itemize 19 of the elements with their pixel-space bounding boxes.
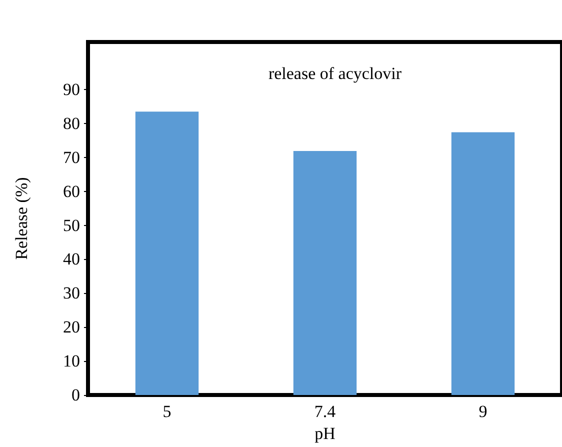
bar	[293, 150, 357, 395]
y-tick-label: 40	[63, 250, 80, 269]
y-tick-label: 70	[63, 148, 80, 167]
text: release of acyclovir	[268, 64, 402, 83]
x-tick-label: 5	[162, 402, 172, 421]
y-axis-title: Release (%)	[12, 177, 31, 260]
bar	[135, 112, 199, 395]
bar	[451, 132, 515, 395]
y-tick-label: 80	[63, 114, 80, 133]
y-tick-label: 30	[63, 284, 80, 303]
y-tick-label: 90	[63, 80, 80, 100]
y-tick-label: 0	[72, 386, 80, 404]
x-tick-label: 9	[478, 402, 488, 421]
y-tick-label: 50	[63, 216, 80, 235]
y-tick-label: 10	[63, 352, 80, 371]
x-tick-label: 7.4	[314, 402, 336, 421]
y-tick-label: 60	[63, 182, 80, 201]
y-tick-label: 20	[63, 318, 80, 337]
x-axis-title: pH	[314, 424, 336, 443]
